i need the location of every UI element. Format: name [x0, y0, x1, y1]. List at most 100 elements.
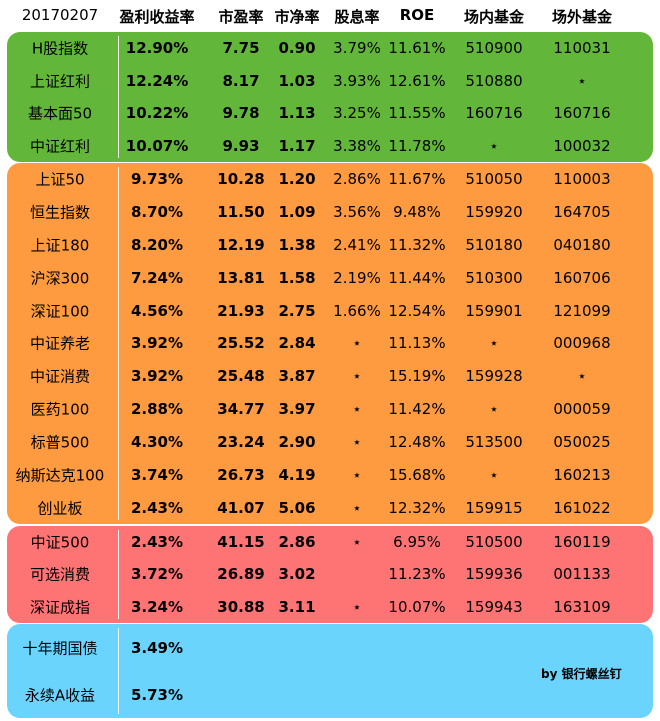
- cell-pe: 11.50: [217, 203, 265, 222]
- cell-otc-fund: 161022: [553, 498, 611, 517]
- cell-pe: 7.75: [222, 39, 260, 58]
- cell-exchange-fund: 510880: [465, 71, 523, 90]
- cell-earnings-yield: 4.56%: [130, 301, 184, 320]
- cell-earnings-yield: 3.72%: [130, 565, 184, 584]
- cell-pe: 26.73: [217, 465, 265, 484]
- cell-pe: 34.77: [217, 400, 265, 419]
- header-roe: ROE: [399, 6, 435, 24]
- cell-roe: 11.61%: [388, 39, 446, 58]
- cell-earnings-yield: 2.88%: [130, 400, 184, 419]
- cell-pe: 13.81: [217, 268, 265, 287]
- cell-pb: 1.03: [278, 71, 316, 90]
- cell-exchange-fund: 159915: [465, 498, 523, 517]
- cell-exchange-fund: 510180: [465, 236, 523, 255]
- cell-earnings-yield: 9.73%: [130, 170, 184, 189]
- cell-otc-fund: 160706: [553, 268, 611, 287]
- cell-otc-fund: 163109: [553, 597, 611, 616]
- cell-dividend-yield: 3.25%: [333, 104, 381, 123]
- group-block-3: [7, 526, 653, 623]
- cell-otc-fund: ⋆: [577, 367, 587, 386]
- cell-otc-fund: 000968: [553, 334, 611, 353]
- table-row: 上证红利 12.24% 8.17 1.03 3.93% 12.61% 510880 ⋆: [0, 65, 660, 98]
- cell-exchange-fund: 510500: [465, 533, 523, 552]
- cell-pe: 23.24: [217, 432, 265, 451]
- cell-index-name: 中证消费: [29, 367, 91, 386]
- group-block-2: [7, 163, 653, 524]
- cell-index-name: 上证180: [30, 236, 90, 255]
- cell-earnings-yield: 8.70%: [130, 203, 184, 222]
- cell-pb: 3.87: [278, 367, 316, 386]
- cell-earnings-yield: 3.92%: [130, 334, 184, 353]
- group-block-4: [7, 624, 653, 718]
- cell-otc-fund: 050025: [553, 432, 611, 451]
- cell-exchange-fund: 160716: [465, 104, 523, 123]
- table-row: 中证消费 3.92% 25.48 3.87 ⋆ 15.19% 159928 ⋆: [0, 360, 660, 393]
- cell-roe: 11.32%: [388, 236, 446, 255]
- cell-pb: 0.90: [278, 39, 316, 58]
- header-index-name: 20170207: [21, 6, 99, 24]
- cell-pb: 2.90: [278, 432, 316, 451]
- cell-index-name: 中证红利: [29, 137, 91, 156]
- cell-pe: 25.52: [217, 334, 265, 353]
- cell-pb: 3.02: [278, 565, 316, 584]
- table-row: 深证成指 3.24% 30.88 3.11 ⋆ 10.07% 159943 163109: [0, 591, 660, 623]
- cell-roe: 10.07%: [388, 597, 446, 616]
- cell-dividend-yield: ⋆: [352, 533, 362, 552]
- cell-otc-fund: 110003: [553, 170, 611, 189]
- signature: by 银行螺丝钉: [541, 667, 622, 681]
- cell-dividend-yield: ⋆: [352, 498, 362, 517]
- cell-roe: 15.19%: [388, 367, 446, 386]
- cell-earnings-yield: 12.24%: [125, 71, 189, 90]
- header-otc-fund: 场外基金: [551, 8, 613, 26]
- cell-pe: 26.89: [217, 565, 265, 584]
- cell-dividend-yield: ⋆: [352, 432, 362, 451]
- cell-earnings-yield: 3.92%: [130, 367, 184, 386]
- cell-otc-fund: 110031: [553, 39, 611, 58]
- cell-roe: 12.48%: [388, 432, 446, 451]
- cell-earnings-yield: 12.90%: [125, 39, 189, 58]
- cell-exchange-fund: 510300: [465, 268, 523, 287]
- cell-otc-fund: 160119: [553, 533, 611, 552]
- cell-dividend-yield: 2.41%: [333, 236, 381, 255]
- cell-index-name: 中证养老: [29, 334, 91, 353]
- cell-dividend-yield: 2.86%: [333, 170, 381, 189]
- table-row: 标普500 4.30% 23.24 2.90 ⋆ 12.48% 513500 050025: [0, 426, 660, 459]
- header-pe: 市盈率: [218, 8, 264, 26]
- table-row: 永续A收益 5.73%: [0, 671, 660, 718]
- cell-pb: 3.11: [278, 597, 316, 616]
- cell-exchange-fund: 159901: [465, 301, 523, 320]
- cell-earnings-yield: 4.30%: [130, 432, 184, 451]
- cell-earnings-yield: 2.43%: [130, 498, 184, 517]
- cell-otc-fund: 164705: [553, 203, 611, 222]
- table-row: 中证500 2.43% 41.15 2.86 ⋆ 6.95% 510500 160119: [0, 526, 660, 558]
- cell-dividend-yield: ⋆: [352, 400, 362, 419]
- cell-otc-fund: 160213: [553, 465, 611, 484]
- cell-earnings-yield: 10.22%: [125, 104, 189, 123]
- cell-earnings-yield: 3.74%: [130, 465, 184, 484]
- cell-index-name: H股指数: [31, 39, 89, 58]
- cell-pe: 25.48: [217, 367, 265, 386]
- table-row: 医药100 2.88% 34.77 3.97 ⋆ 11.42% ⋆ 000059: [0, 393, 660, 426]
- cell-pe: 21.93: [217, 301, 265, 320]
- table-row: 创业板 2.43% 41.07 5.06 ⋆ 12.32% 159915 161022: [0, 491, 660, 524]
- cell-exchange-fund: 159943: [465, 597, 523, 616]
- cell-pb: 2.84: [278, 334, 316, 353]
- cell-pe: 9.93: [222, 136, 260, 155]
- cell-roe: 11.55%: [388, 104, 446, 123]
- cell-exchange-fund: 159920: [465, 203, 523, 222]
- cell-earnings-yield: 3.24%: [130, 597, 184, 616]
- cell-index-name: 创业板: [37, 499, 83, 518]
- cell-pb: 1.58: [278, 268, 316, 287]
- cell-index-name: 永续A收益: [24, 686, 96, 704]
- cell-exchange-fund: ⋆: [489, 136, 499, 155]
- cell-index-name: 纳斯达克100: [15, 466, 105, 485]
- cell-pe: 8.17: [222, 71, 260, 90]
- cell-index-name: 深证100: [30, 302, 90, 321]
- cell-roe: 12.32%: [388, 498, 446, 517]
- cell-exchange-fund: ⋆: [489, 400, 499, 419]
- cell-roe: 6.95%: [393, 533, 441, 552]
- column-divider: [118, 36, 119, 158]
- cell-dividend-yield: ⋆: [352, 334, 362, 353]
- cell-roe: 9.48%: [393, 203, 441, 222]
- table-row: 恒生指数 8.70% 11.50 1.09 3.56% 9.48% 159920 164705: [0, 196, 660, 229]
